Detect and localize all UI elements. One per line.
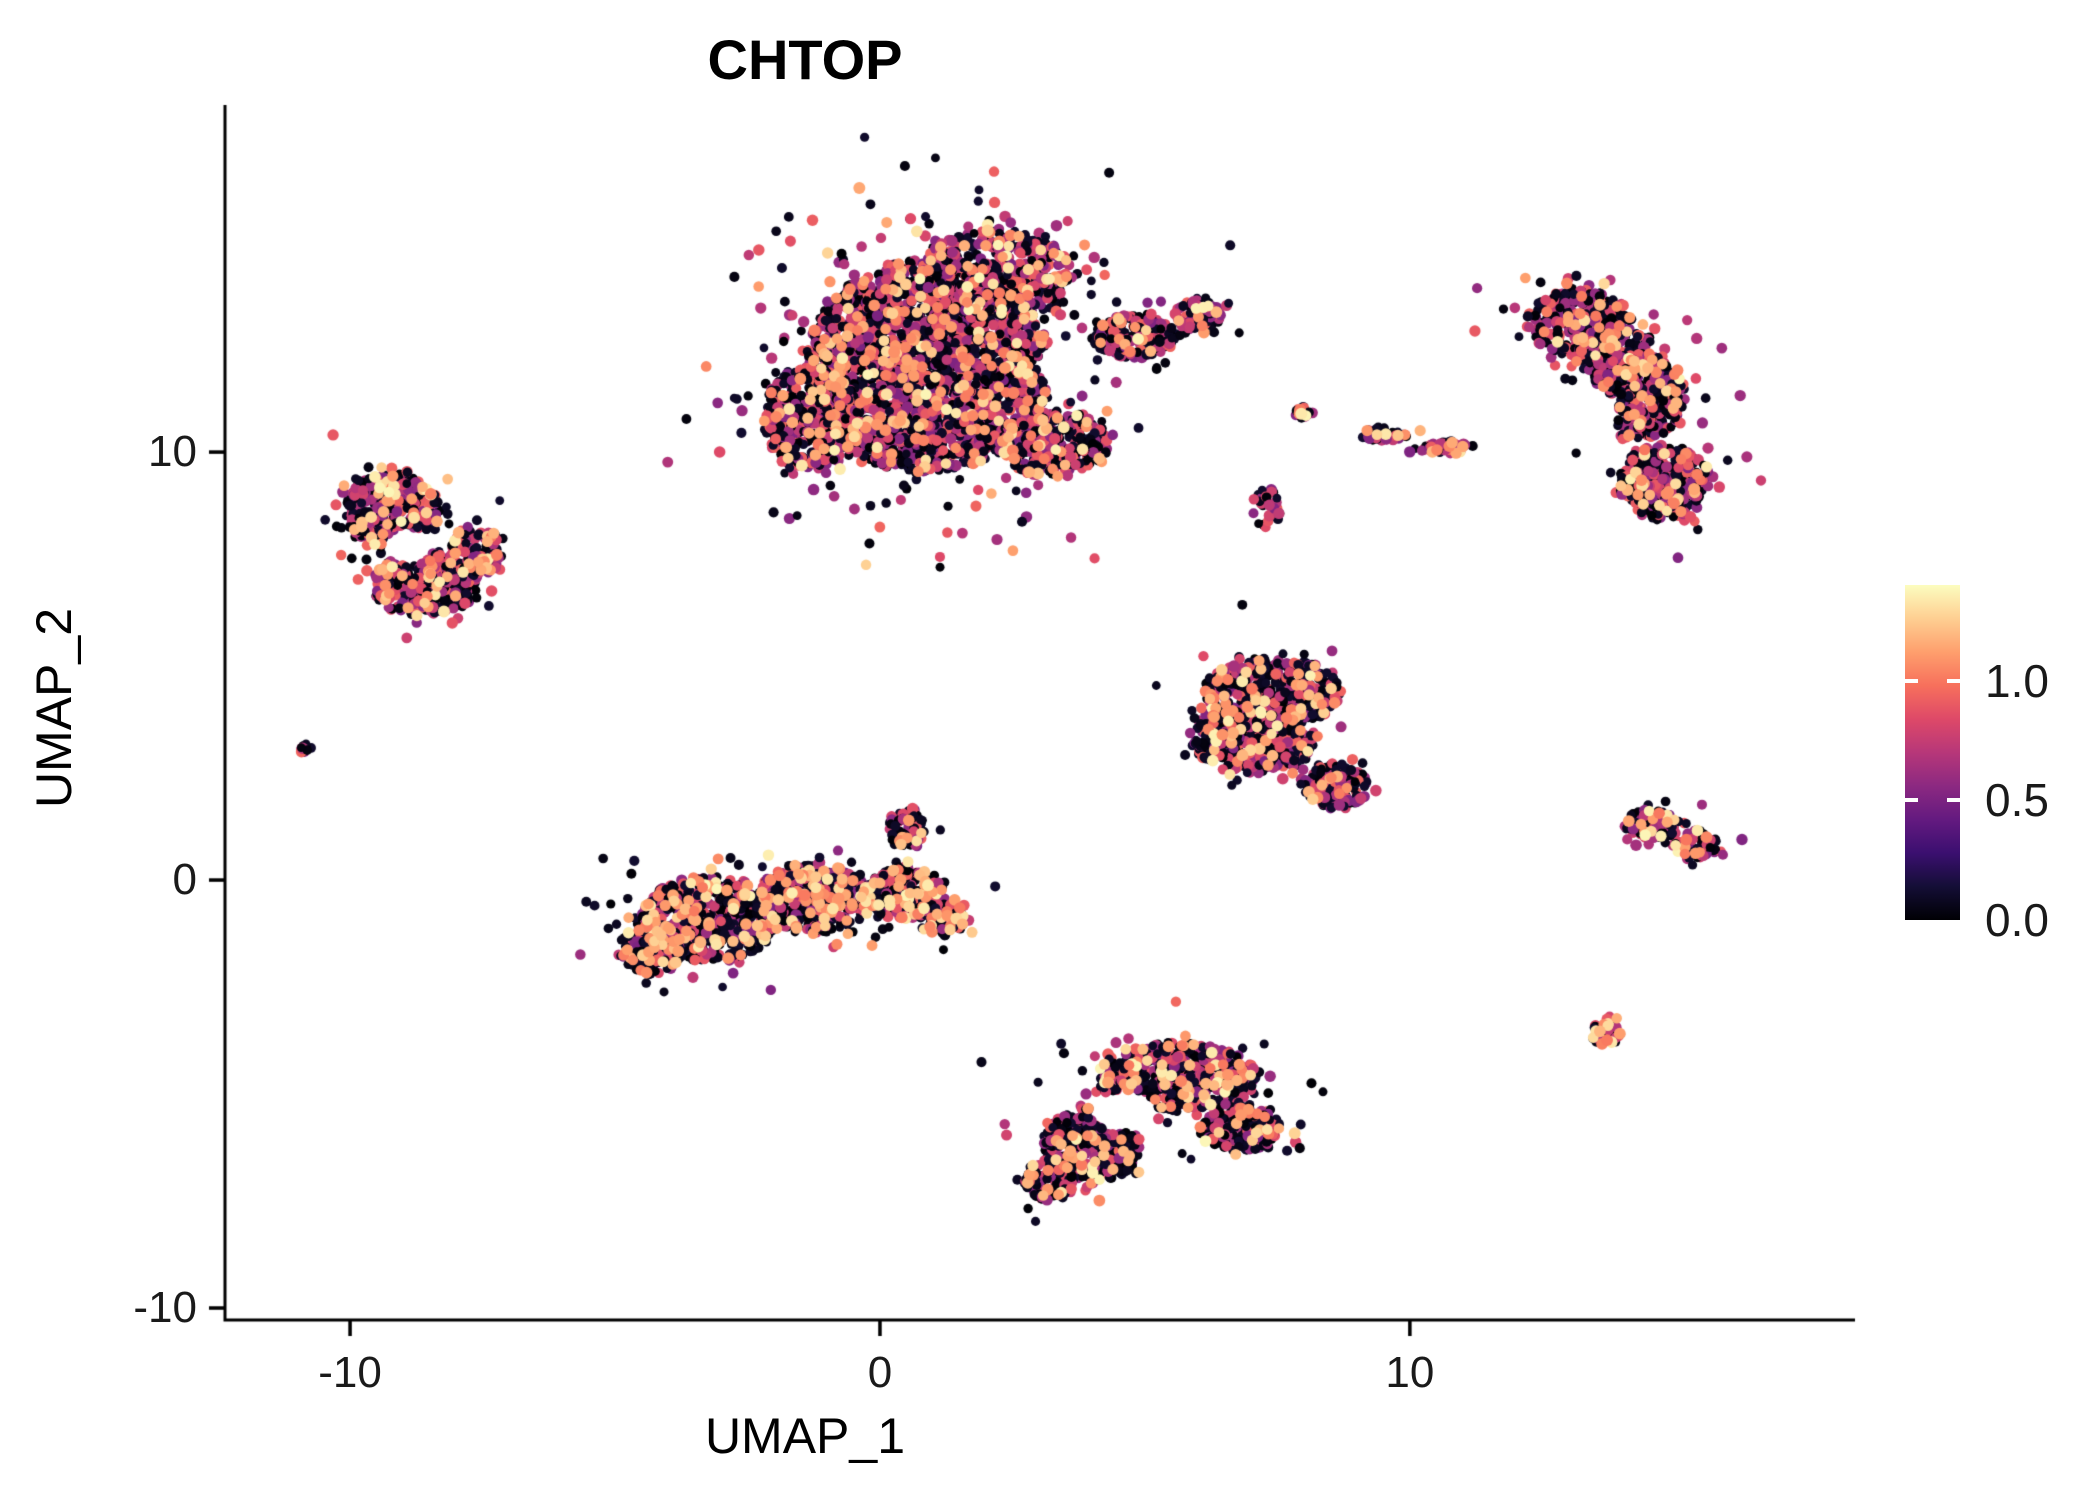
x-tick-label: 10 xyxy=(1385,1348,1435,1397)
colorbar-legend: 1.0 0.5 0.0 xyxy=(1905,585,2100,946)
y-axis-title: UMAP_2 xyxy=(26,607,82,809)
x-tick-label: 0 xyxy=(867,1348,893,1397)
colorbar-tick xyxy=(1947,798,1960,803)
colorbar-tick xyxy=(1905,798,1918,803)
y-tick-label: 10 xyxy=(148,427,197,477)
plot-title: CHTOP xyxy=(707,28,903,91)
colorbar-label: 0.5 xyxy=(1985,774,2049,827)
x-axis-title: UMAP_1 xyxy=(704,1408,906,1464)
colorbar-tick xyxy=(1905,678,1918,683)
x-tick-label: -10 xyxy=(318,1348,382,1397)
colorbar-tick xyxy=(1947,678,1960,683)
colorbar-label: 1.0 xyxy=(1985,654,2049,707)
colorbar-gradient xyxy=(1905,585,1960,920)
y-tick-label: -10 xyxy=(133,1283,197,1333)
y-tick-label: 0 xyxy=(172,855,197,905)
colorbar-label: 0.0 xyxy=(1985,894,2049,946)
